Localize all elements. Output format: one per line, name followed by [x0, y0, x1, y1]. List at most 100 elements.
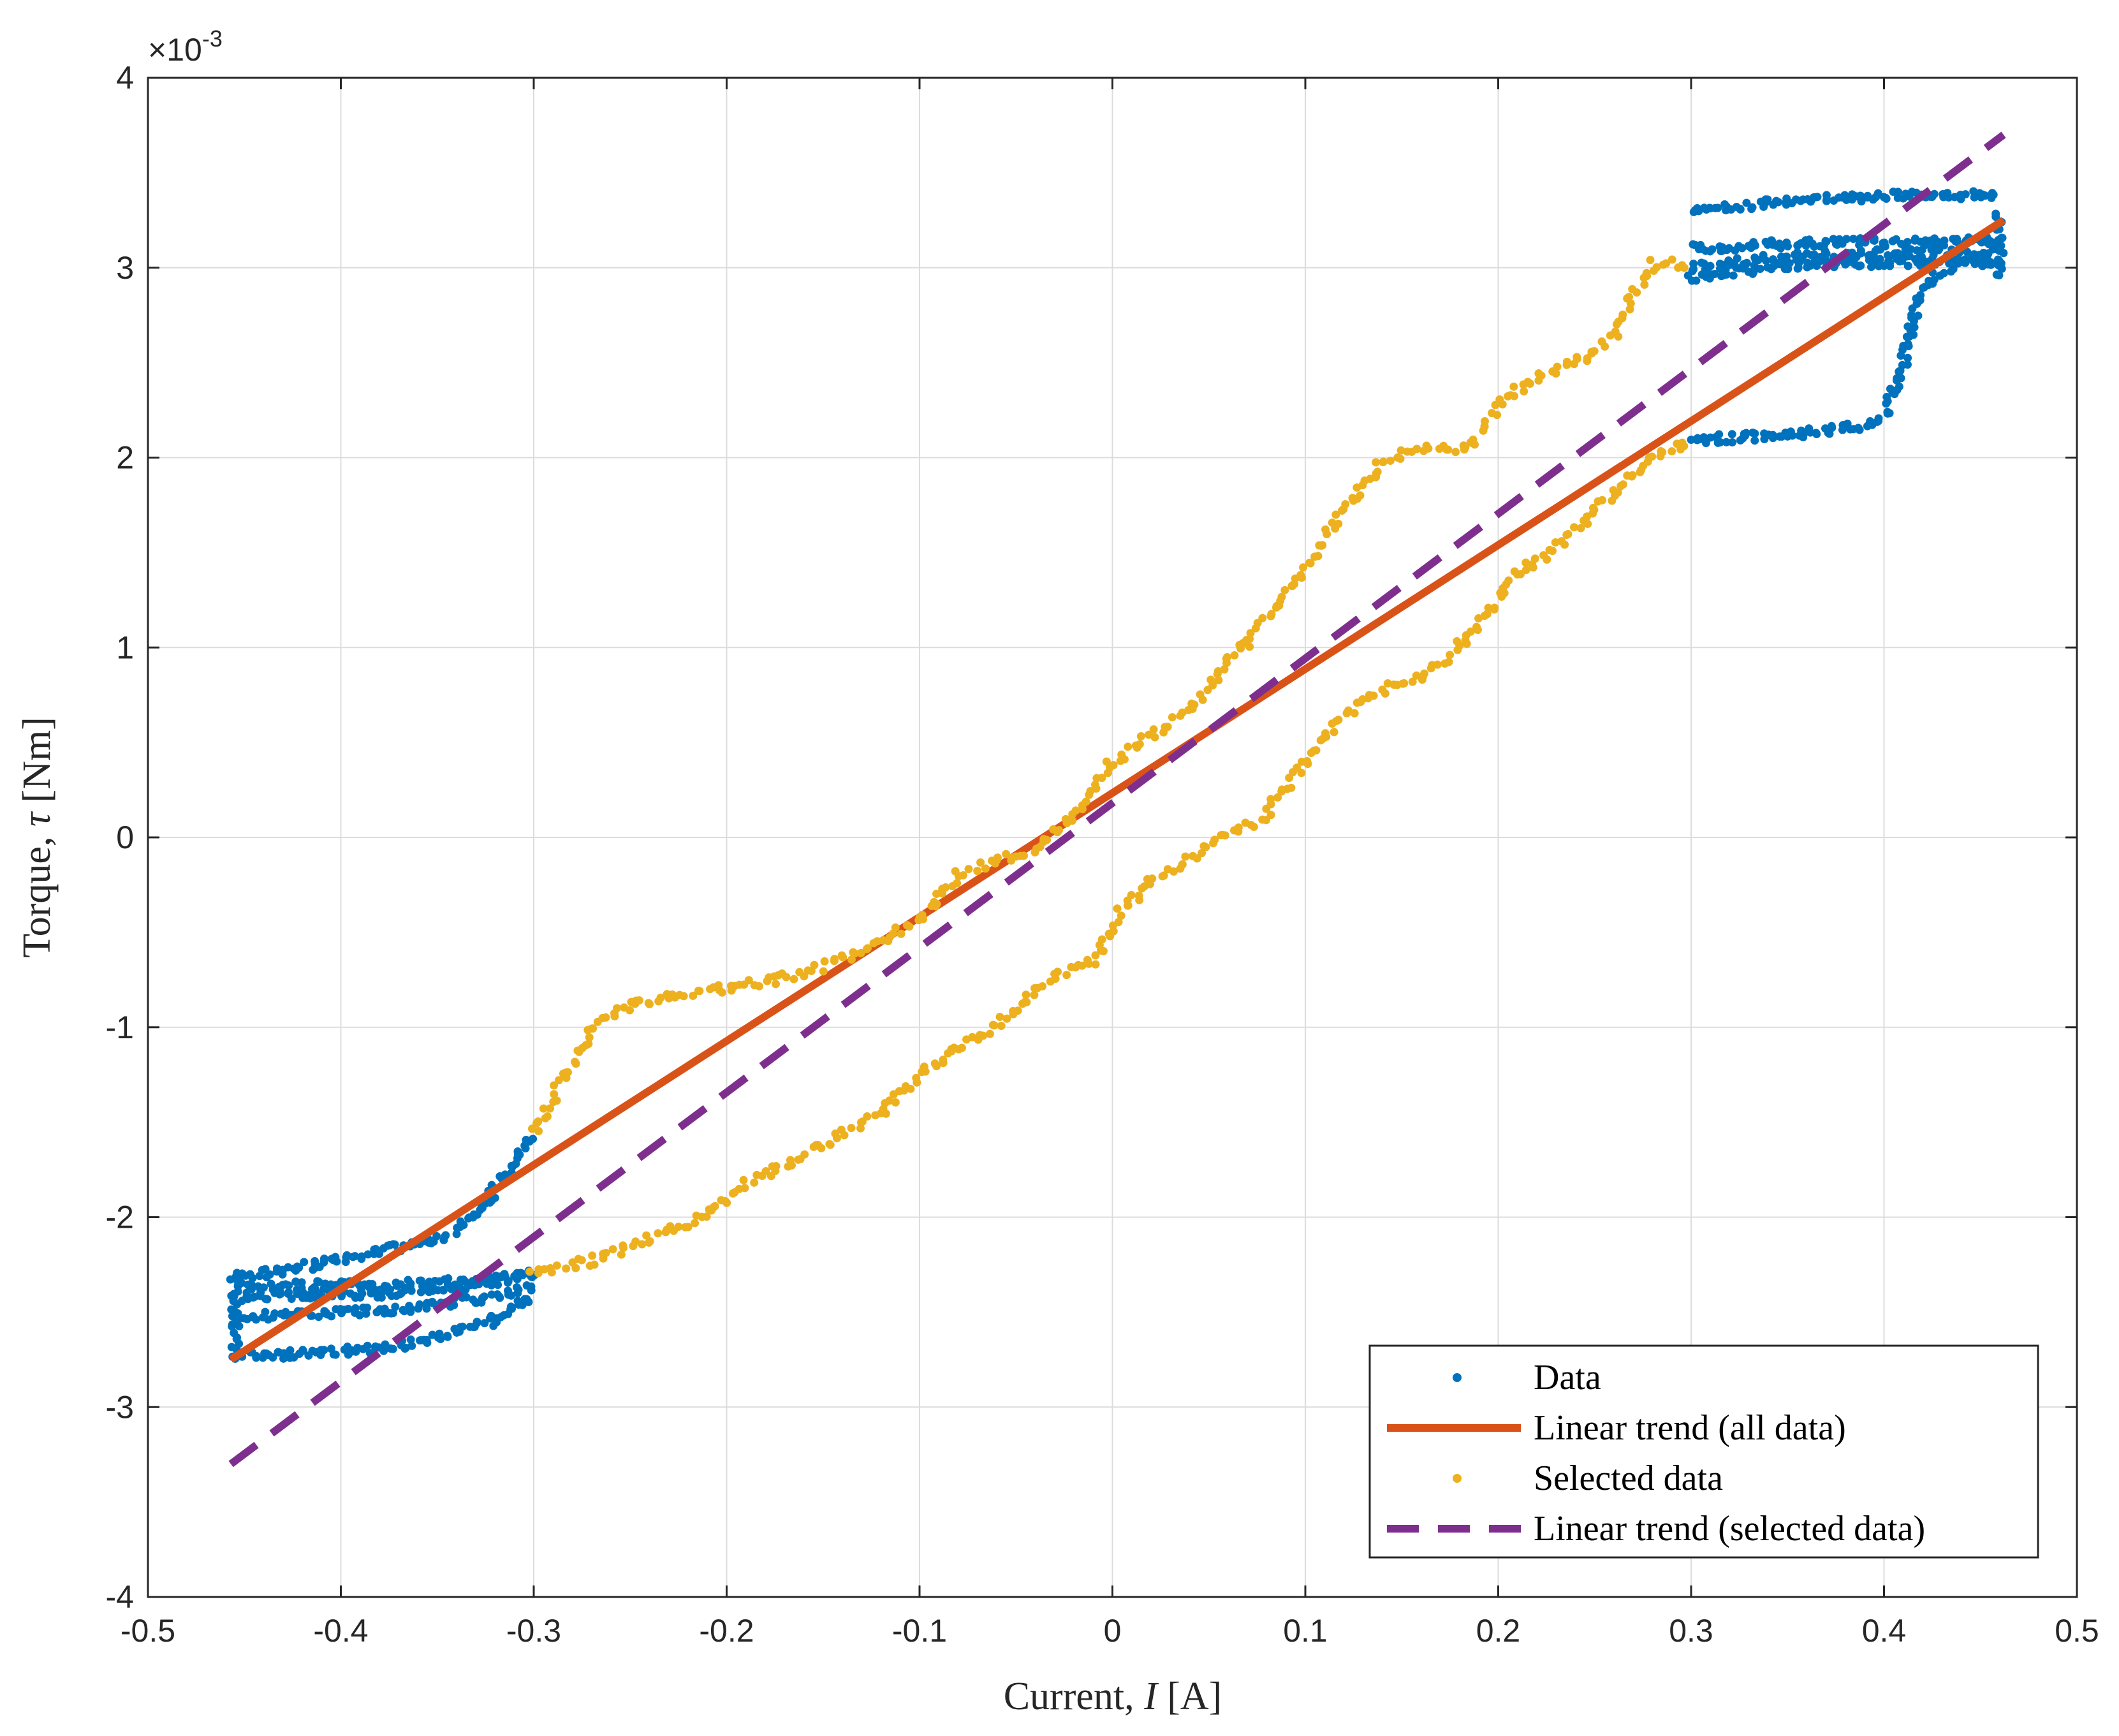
series-linear-trend-selected-data: [228, 131, 2006, 1468]
data-point: [1776, 244, 1785, 253]
y-axis-label: Torque, τ [Nm]: [15, 717, 59, 958]
data-point: [1914, 311, 1923, 320]
selected-data-point: [1220, 665, 1229, 674]
y-tick-label: 0: [116, 820, 134, 855]
data-point: [378, 1288, 386, 1297]
selected-data-point: [552, 1261, 561, 1270]
data-point: [1856, 261, 1865, 270]
selected-data-point: [1446, 651, 1455, 659]
selected-data-point: [1273, 793, 1282, 802]
data-point: [1988, 245, 1997, 254]
data-point: [1997, 233, 2005, 242]
data-point: [1728, 438, 1737, 446]
selected-data-point: [695, 987, 704, 996]
data-point: [501, 1170, 510, 1179]
selected-data-point: [740, 1184, 749, 1193]
data-point: [1767, 236, 1776, 245]
selected-data-point: [1293, 763, 1301, 772]
selected-data-point: [837, 951, 846, 960]
selected-data-point: [1134, 891, 1143, 900]
selected-data-point: [1321, 729, 1330, 738]
data-point: [295, 1263, 304, 1272]
selected-data-point: [1061, 814, 1070, 823]
selected-data-point: [997, 1022, 1006, 1031]
selected-data-point: [1645, 453, 1653, 462]
data-point: [1903, 322, 1912, 331]
data-point: [355, 1311, 364, 1320]
selected-data-point: [1583, 519, 1592, 528]
selected-data-point: [953, 879, 962, 888]
selected-data-point: [932, 1062, 941, 1071]
y-tick-label: -2: [106, 1200, 134, 1235]
selected-data-point: [1613, 488, 1622, 497]
data-point: [1889, 188, 1898, 196]
data-point: [508, 1304, 517, 1313]
selected-data-point: [1662, 259, 1671, 268]
data-point: [513, 1289, 522, 1298]
selected-data-point: [1420, 669, 1429, 678]
data-point: [1750, 241, 1759, 250]
data-point: [268, 1313, 277, 1322]
y-tick-label: 3: [116, 250, 134, 286]
selected-data-point: [1038, 982, 1047, 990]
x-tick-label: 0: [1104, 1613, 1122, 1649]
selected-data-point: [654, 1229, 663, 1238]
selected-data-point: [891, 923, 900, 932]
data-point: [448, 1282, 457, 1291]
selected-data-point: [1530, 554, 1539, 563]
selected-data-point: [534, 1269, 543, 1277]
y-exponent-base: ×10: [148, 32, 202, 68]
data-point: [1902, 332, 1911, 341]
data-point: [1768, 434, 1777, 443]
data-point: [1741, 429, 1750, 438]
selected-data-point: [702, 1212, 711, 1221]
selected-data-point: [973, 867, 982, 876]
selected-data-point: [588, 1251, 597, 1260]
selected-data-point: [817, 1144, 826, 1152]
x-tick-label: -0.5: [121, 1613, 175, 1649]
selected-data-point: [1150, 733, 1159, 742]
selected-data-point: [1330, 728, 1338, 737]
selected-data-point: [1461, 443, 1470, 452]
data-point: [1774, 198, 1783, 207]
selected-data-point: [547, 1268, 556, 1277]
selected-data-point: [932, 900, 941, 909]
selected-data-point: [1198, 849, 1206, 858]
data-point: [1750, 436, 1759, 445]
selected-data-point: [1053, 967, 1062, 976]
legend-label-linear-trend-selected: Linear trend (selected data): [1534, 1509, 1925, 1548]
data-point: [1989, 190, 1998, 199]
selected-data-point: [939, 1059, 948, 1068]
selected-data-point: [1611, 327, 1620, 336]
selected-data-point: [1092, 784, 1101, 793]
data-point: [252, 1351, 261, 1360]
selected-data-point: [552, 1096, 561, 1105]
data-point: [1827, 422, 1836, 430]
data-point: [356, 1293, 365, 1302]
data-point: [275, 1287, 284, 1296]
data-point: [370, 1285, 379, 1294]
data-point: [1795, 431, 1804, 440]
selected-data-point: [1341, 500, 1350, 509]
x-tick-label: -0.1: [892, 1613, 947, 1649]
selected-data-point: [1117, 750, 1126, 759]
data-point: [287, 1295, 296, 1304]
selected-data-point: [800, 1150, 809, 1159]
selected-data-point: [1163, 723, 1172, 732]
selected-data-point: [1117, 911, 1125, 920]
selected-data-point: [571, 1059, 580, 1068]
selected-data-point: [1453, 636, 1462, 645]
selected-data-point: [1209, 839, 1218, 848]
data-point: [1849, 234, 1858, 243]
data-point: [1807, 251, 1815, 260]
data-point: [1689, 240, 1697, 249]
data-point: [1748, 203, 1757, 212]
data-point: [1689, 260, 1698, 268]
selected-data-point: [847, 1124, 856, 1133]
selected-data-point: [1398, 679, 1407, 688]
data-point: [1917, 246, 1926, 254]
data-point: [319, 1346, 328, 1355]
selected-data-point: [995, 1012, 1004, 1021]
data-point: [456, 1217, 465, 1226]
selected-data-point: [717, 988, 726, 997]
